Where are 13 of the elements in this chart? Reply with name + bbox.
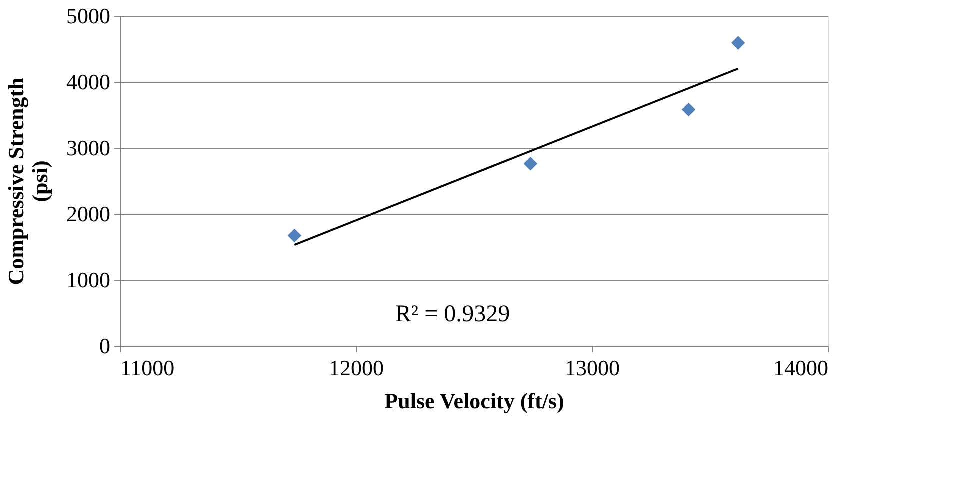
y-tick-label: 5000	[66, 4, 110, 28]
y-tick-label: 4000	[66, 70, 110, 94]
x-axis-title: Pulse Velocity (ft/s)	[384, 388, 564, 414]
x-tick-label: 12000	[329, 356, 384, 380]
x-tick-label: 13000	[565, 356, 620, 380]
annotation: R² = 0.9329	[395, 302, 510, 328]
y-tick-label: 2000	[66, 202, 110, 226]
x-tick-label: 11000	[120, 356, 175, 380]
y-tick-label: 1000	[66, 268, 110, 292]
x-tick-label: 14000	[774, 356, 828, 380]
y-axis-title: Compressive Strength (psi)	[4, 78, 52, 286]
y-tick-label: 0	[100, 334, 110, 358]
y-tick-label: 3000	[66, 136, 110, 160]
